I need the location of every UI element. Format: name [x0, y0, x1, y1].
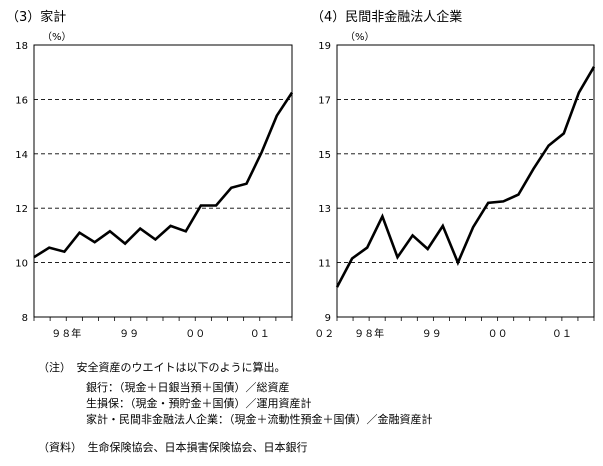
- chart2-y-unit: （%）: [345, 31, 375, 43]
- chart2-y-tick-label: 15: [318, 150, 331, 161]
- chart1-x-tick-label: ０２: [314, 329, 334, 340]
- note-line-3: 生損保：（現金・預貯金＋国債）／運用資産計: [86, 397, 312, 410]
- chart1-y-tick-label: 14: [15, 150, 28, 161]
- chart1-y-unit: （%）: [42, 31, 72, 43]
- note-line-1: （注） 安全資産のウエイトは以下のように算出。: [38, 361, 286, 374]
- note-line-4: 家計・民間非金融法人企業：（現金＋流動性預金＋国債）／金融資産計: [86, 413, 433, 426]
- source-line: （資料） 生命保険協会、日本損害保険協会、日本銀行: [38, 441, 308, 454]
- chart2-y-tick-label: 9: [325, 313, 331, 324]
- chart2-series-line: [335, 66, 596, 288]
- chart2-x-tick-label: ００: [488, 329, 508, 340]
- chart2-x-tick-label: ０１: [552, 329, 572, 340]
- note-line-2: 銀行：（現金＋日銀当預＋国債）／総資産: [86, 381, 290, 394]
- chart1-plot-frame: [33, 44, 293, 318]
- chart2-y-tick-label: 11: [318, 259, 331, 270]
- chart2-y-tick-label: 17: [318, 95, 331, 106]
- chart2-y-tick-label: 13: [318, 204, 331, 215]
- chart2-x-tick-label: ９９: [422, 329, 442, 340]
- chart1-series-line: [33, 91, 294, 259]
- chart2-x-tick-label: ９８年: [354, 327, 384, 340]
- chart1-x-tick-label: ００: [185, 329, 205, 340]
- chart1-y-tick-label: 10: [15, 259, 28, 270]
- chart1-x-tick-label: ０１: [250, 329, 270, 340]
- chart2-plot-frame: [336, 44, 595, 318]
- chart1-x-tick-label: ９９: [119, 329, 139, 340]
- chart1-y-tick-label: 16: [15, 95, 28, 106]
- chart1-y-tick-label: 18: [15, 41, 28, 52]
- chart1-y-tick-label: 8: [22, 313, 28, 324]
- chart1-y-tick-label: 12: [15, 204, 28, 215]
- chart1-x-tick-label: ９８年: [51, 327, 81, 340]
- chart2-y-tick-label: 19: [318, 41, 331, 52]
- chart1-title: （3）家計: [6, 9, 66, 25]
- chart2-title: （4）民間非金融法人企業: [311, 9, 462, 25]
